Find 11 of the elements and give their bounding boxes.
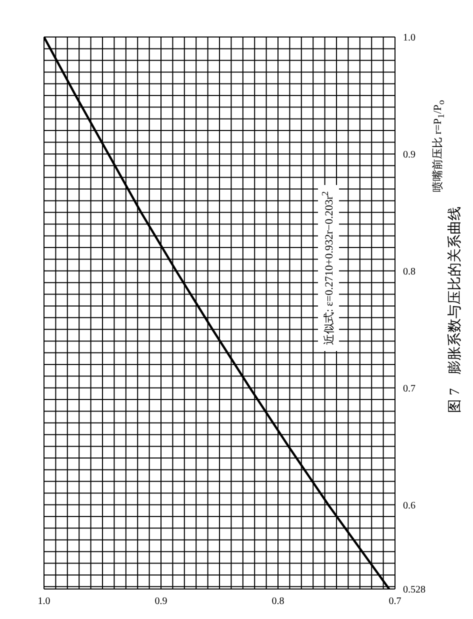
x-tick-label: 0.8	[272, 596, 284, 608]
y-tick-label: 0.528	[403, 584, 426, 596]
y-tick-label: 0.6	[403, 500, 416, 512]
y-tick-label: 1.0	[403, 32, 416, 44]
x-tick-label: 0.7	[388, 596, 402, 608]
y-tick-label: 0.7	[403, 383, 416, 394]
y-tick-label: 0.9	[403, 150, 416, 160]
x-tick-label: 1.0	[38, 596, 50, 608]
x-tick-label: 0.9	[154, 596, 168, 608]
y-tick-label: 0.8	[403, 266, 416, 278]
text: 图 7 膨胀系数与压比的关系曲线	[446, 205, 464, 415]
